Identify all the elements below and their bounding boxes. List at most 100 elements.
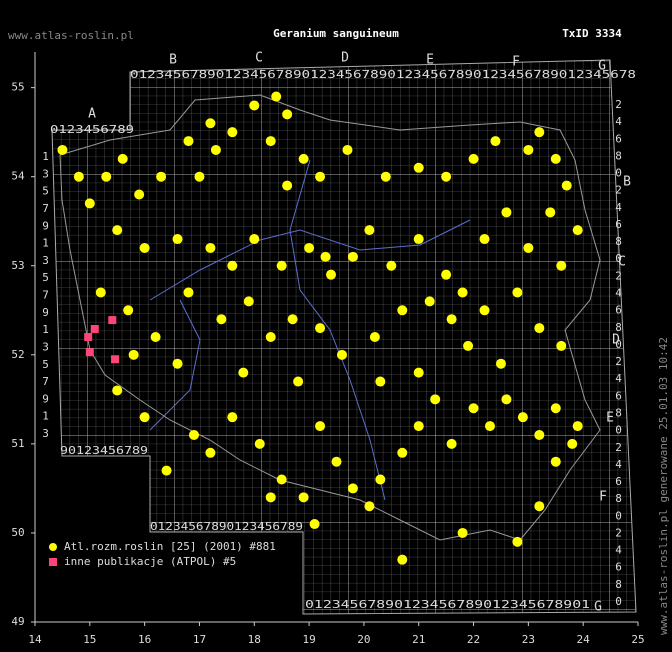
record bbox=[304, 242, 315, 253]
txid: TxID 3334 bbox=[562, 27, 622, 40]
record bbox=[424, 296, 435, 307]
record bbox=[112, 385, 123, 396]
x-tick-label: 19 bbox=[302, 633, 315, 646]
record bbox=[534, 127, 545, 138]
record bbox=[561, 180, 572, 191]
grid-letter: C bbox=[618, 255, 626, 270]
record bbox=[128, 349, 139, 360]
record bbox=[287, 314, 298, 325]
record bbox=[108, 316, 117, 325]
record bbox=[194, 171, 205, 182]
record bbox=[276, 474, 287, 485]
grid-digits: 0123456789 bbox=[50, 123, 134, 136]
record bbox=[188, 429, 199, 440]
record bbox=[227, 260, 238, 271]
record bbox=[249, 234, 260, 245]
atpol-grid-major bbox=[52, 60, 636, 614]
record bbox=[468, 403, 479, 414]
record bbox=[364, 225, 375, 236]
record bbox=[254, 438, 265, 449]
record bbox=[446, 314, 457, 325]
record bbox=[84, 198, 95, 209]
border bbox=[59, 94, 601, 541]
record bbox=[413, 234, 424, 245]
x-tick-label: 20 bbox=[357, 633, 370, 646]
grid-digits: 90123456789 bbox=[60, 444, 148, 457]
record bbox=[282, 109, 293, 120]
record bbox=[512, 287, 523, 298]
grid-digits: 01234567890123456789012345678901 bbox=[305, 598, 590, 611]
grid-letter: C bbox=[255, 51, 263, 66]
x-tick-label: 14 bbox=[28, 633, 42, 646]
record bbox=[490, 136, 501, 147]
record bbox=[463, 340, 474, 351]
record bbox=[309, 519, 320, 530]
x-tick-label: 24 bbox=[577, 633, 591, 646]
record bbox=[161, 465, 172, 476]
y-tick-label: 51 bbox=[11, 437, 24, 450]
record bbox=[139, 242, 150, 253]
record bbox=[523, 242, 534, 253]
grid-letter: F bbox=[512, 55, 520, 70]
record bbox=[134, 189, 145, 200]
side-note: www.atlas-roslin.pl generowane 25.01.03 … bbox=[657, 337, 670, 635]
record bbox=[556, 260, 567, 271]
record bbox=[413, 162, 424, 173]
y-tick-label: 49 bbox=[11, 615, 24, 628]
record bbox=[156, 171, 167, 182]
record bbox=[95, 287, 106, 298]
legend-label: Atl.rozm.roslin [25] (2001) #881 bbox=[64, 540, 276, 553]
record bbox=[441, 171, 452, 182]
record bbox=[205, 447, 216, 458]
record bbox=[517, 412, 528, 423]
grid-digits: 0123456789012345678901234567890123456789… bbox=[130, 68, 636, 81]
record bbox=[550, 153, 561, 164]
x-tick-label: 21 bbox=[412, 633, 425, 646]
record bbox=[479, 234, 490, 245]
record bbox=[572, 421, 583, 432]
record bbox=[446, 438, 457, 449]
legend-swatch bbox=[49, 543, 57, 551]
record bbox=[216, 314, 227, 325]
record bbox=[342, 144, 353, 155]
record bbox=[320, 251, 331, 262]
record bbox=[501, 394, 512, 405]
record bbox=[545, 207, 556, 218]
record bbox=[441, 269, 452, 280]
grid-letter: G bbox=[594, 600, 602, 615]
record bbox=[572, 225, 583, 236]
x-tick-label: 17 bbox=[193, 633, 206, 646]
x-tick-label: 25 bbox=[631, 633, 644, 646]
x-tick-label: 15 bbox=[83, 633, 96, 646]
record bbox=[347, 483, 358, 494]
record bbox=[556, 340, 567, 351]
x-tick-label: 23 bbox=[522, 633, 535, 646]
river bbox=[289, 159, 386, 501]
record bbox=[397, 447, 408, 458]
record bbox=[123, 305, 134, 316]
record bbox=[336, 349, 347, 360]
grid-digits: 13579135791357913 bbox=[39, 150, 52, 440]
record bbox=[523, 144, 534, 155]
record bbox=[271, 91, 282, 102]
x-tick-label: 18 bbox=[248, 633, 261, 646]
record bbox=[101, 171, 112, 182]
record bbox=[265, 492, 276, 503]
record bbox=[375, 474, 386, 485]
record bbox=[84, 333, 93, 341]
record bbox=[364, 501, 375, 512]
record bbox=[85, 348, 94, 357]
record bbox=[369, 332, 380, 342]
record bbox=[205, 242, 216, 253]
record bbox=[315, 421, 326, 432]
record bbox=[57, 144, 68, 155]
grid-letter: E bbox=[606, 411, 614, 426]
record bbox=[512, 536, 523, 547]
grid-letter: B bbox=[169, 53, 177, 68]
record bbox=[265, 136, 276, 147]
record bbox=[227, 412, 238, 423]
river bbox=[149, 219, 471, 301]
grid-letter: D bbox=[341, 51, 349, 66]
record bbox=[430, 394, 441, 405]
